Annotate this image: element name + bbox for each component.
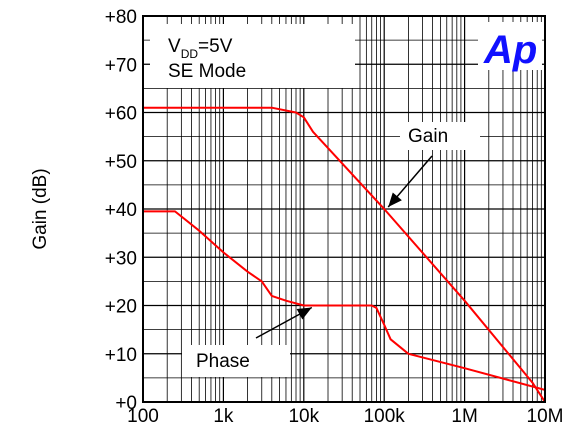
x-tick-label: 1k	[213, 406, 234, 427]
series-line-phase	[143, 210, 545, 391]
x-tick-labels: 100 1k 10k 100k 1M 10M	[127, 406, 563, 427]
y-tick-label: +20	[105, 297, 137, 318]
x-tick-label: 10M	[527, 406, 564, 427]
logo-box	[478, 22, 542, 70]
y-tick-labels: +0 +10 +20 +30 +40 +50 +60 +70 +80	[105, 7, 137, 414]
y-tick-label: +60	[105, 104, 137, 125]
brand-logo: Ap	[483, 28, 537, 72]
gain-arrow	[387, 155, 433, 208]
mode-annotation: SE Mode	[168, 61, 246, 82]
gain-series-label: Gain	[408, 126, 448, 147]
y-tick-label: +40	[105, 200, 137, 221]
y-tick-label: +0	[115, 393, 137, 414]
annotation-arrows	[255, 155, 433, 339]
vdd-mode-box	[150, 24, 355, 88]
annotation-backgrounds	[150, 22, 542, 377]
y-tick-label: +70	[105, 55, 137, 76]
x-tick-label: 100	[127, 406, 159, 427]
y-tick-label: +80	[105, 7, 137, 28]
y-tick-label: +50	[105, 152, 137, 173]
series-lines	[143, 106, 545, 402]
vdd-annotation: VDD=5V	[168, 36, 233, 61]
gain-label-box	[400, 122, 480, 150]
phase-label-box	[182, 345, 290, 377]
series-line-gain	[143, 106, 545, 402]
y-tick-label: +30	[105, 248, 137, 269]
plot-frame	[142, 15, 546, 403]
x-tick-label: 10k	[288, 406, 319, 427]
y-axis-label: Gain (dB)	[30, 168, 51, 249]
x-tick-label: 1M	[451, 406, 477, 427]
phase-arrow	[255, 306, 313, 339]
y-tick-label: +10	[105, 345, 137, 366]
phase-series-label: Phase	[196, 351, 250, 372]
x-tick-label: 100k	[364, 406, 406, 427]
